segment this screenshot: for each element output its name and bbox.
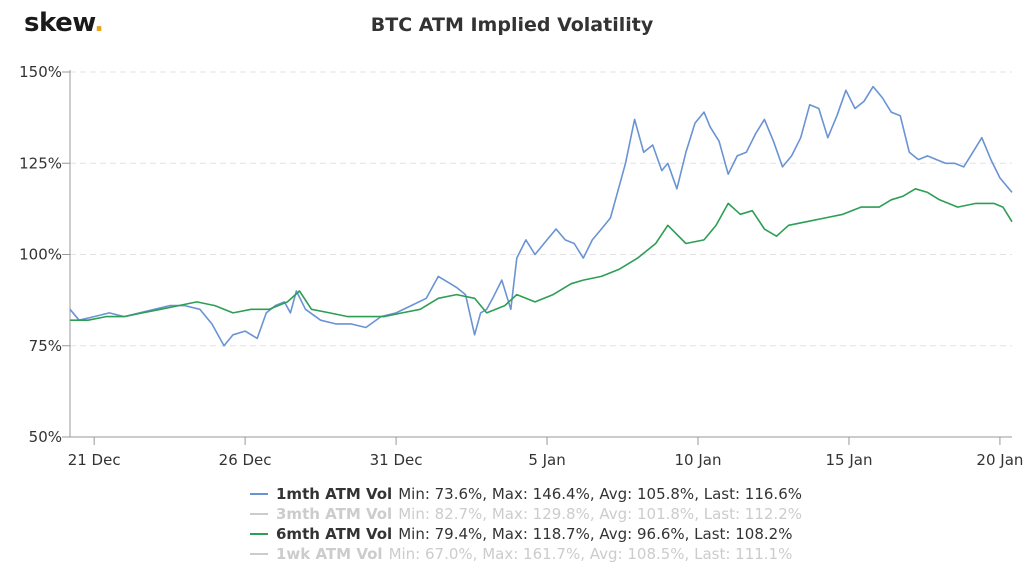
chart-grid (70, 71, 1012, 347)
x-tick-label: 20 Jan (976, 451, 1023, 469)
x-tick-label: 21 Dec (68, 451, 121, 469)
legend-swatch (250, 493, 268, 495)
x-tick-label: 31 Dec (370, 451, 423, 469)
legend-series-stats: Min: 73.6%, Max: 146.4%, Avg: 105.8%, La… (398, 485, 802, 503)
y-tick-label: 50% (29, 428, 62, 446)
x-tick-label: 10 Jan (675, 451, 722, 469)
legend-series-stats: Min: 82.7%, Max: 129.8%, Avg: 101.8%, La… (398, 505, 802, 523)
logo-dot: . (94, 8, 104, 38)
skew-logo: skew. (24, 8, 104, 38)
legend-swatch (250, 553, 268, 555)
legend-item[interactable]: 1wk ATM Vol Min: 67.0%, Max: 161.7%, Avg:… (250, 544, 802, 564)
x-tick-label: 15 Jan (825, 451, 872, 469)
legend-series-name: 1mth ATM Vol (276, 485, 393, 503)
chart-title: BTC ATM Implied Volatility (370, 14, 654, 36)
y-tick-label: 150% (19, 63, 62, 81)
chart-plot: 50% 75% 100% 125% 150% 21 Dec 26 Dec 31 Dec 5 J… (19, 63, 1024, 469)
y-tick-label: 100% (19, 246, 62, 264)
y-tick-label: 125% (19, 154, 62, 172)
legend-swatch (250, 513, 268, 515)
series-line-6mth-atm-vol (70, 188, 1013, 322)
legend-swatch (250, 533, 268, 535)
series-line-1mth-atm-vol (69, 85, 1013, 347)
logo-text: skew (24, 8, 95, 38)
chart-axes (62, 70, 1012, 445)
y-tick-labels: 50% 75% 100% 125% 150% (19, 63, 62, 446)
series-lines (69, 85, 1013, 347)
legend-item[interactable]: 3mth ATM Vol Min: 82.7%, Max: 129.8%, Avg… (250, 504, 802, 524)
legend-series-name: 1wk ATM Vol (276, 545, 383, 563)
legend-item[interactable]: 6mth ATM Vol Min: 79.4%, Max: 118.7%, Avg… (250, 524, 802, 544)
x-tick-label: 5 Jan (528, 451, 565, 469)
x-tick-label: 26 Dec (219, 451, 272, 469)
y-tick-label: 75% (29, 337, 62, 355)
legend-series-name: 6mth ATM Vol (276, 525, 393, 543)
chart-legend: 1mth ATM Vol Min: 73.6%, Max: 146.4%, Avg… (250, 484, 802, 564)
x-tick-labels: 21 Dec 26 Dec 31 Dec 5 Jan 10 Jan 15 Jan 20 Ja… (68, 451, 1024, 469)
legend-series-stats: Min: 79.4%, Max: 118.7%, Avg: 96.6%, Las… (398, 525, 793, 543)
legend-series-stats: Min: 67.0%, Max: 161.7%, Avg: 108.5%, La… (388, 545, 793, 563)
legend-item[interactable]: 1mth ATM Vol Min: 73.6%, Max: 146.4%, Avg… (250, 484, 802, 504)
legend-series-name: 3mth ATM Vol (276, 505, 393, 523)
